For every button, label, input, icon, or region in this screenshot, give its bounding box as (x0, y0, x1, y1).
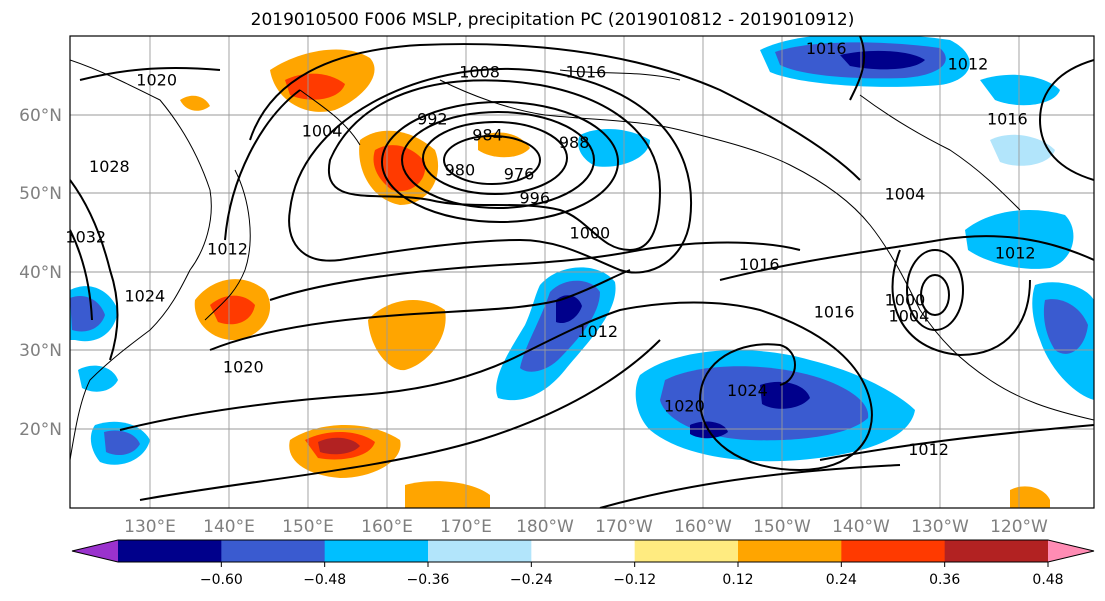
mslp-isobars (70, 36, 1094, 508)
isobar-label: 1012 (948, 55, 989, 74)
isobar-label: 996 (519, 188, 550, 207)
colorbar-tick-label: 0.12 (722, 572, 753, 588)
isobar-label: 1008 (459, 62, 500, 81)
lon-tick-120w: 120°W (990, 517, 1048, 537)
coastlines (70, 59, 1094, 461)
lon-tick-150e: 150°E (282, 517, 334, 537)
lat-tick-60: 60°N (19, 106, 62, 126)
lat-tick-30: 30°N (19, 341, 62, 361)
colorbar-tick-label: −0.36 (407, 572, 450, 588)
isobar-label: 1020 (664, 397, 705, 416)
colorbar-tick-label: −0.60 (200, 572, 243, 588)
lon-tick-150w: 150°W (753, 517, 811, 537)
isobar-label: 984 (472, 125, 503, 144)
colorbar-segment (531, 540, 636, 562)
colorbar-tick-label: 0.36 (929, 572, 960, 588)
lon-tick-170e: 170°E (440, 517, 492, 537)
colorbar-tick-label: 0.48 (1032, 572, 1063, 588)
colorbar-outline (71, 539, 1095, 563)
isobar-label: 1012 (995, 243, 1036, 262)
lon-tick-140w: 140°W (832, 517, 890, 537)
colorbar-segment (324, 540, 429, 562)
isobar-label: 1016 (987, 110, 1028, 129)
isobar-label: 1000 (885, 291, 926, 310)
lon-tick-130w: 130°W (911, 517, 969, 537)
colorbar-tick-label: −0.12 (613, 572, 656, 588)
lon-tick-170w: 170°W (595, 517, 653, 537)
isobar-label: 1016 (566, 62, 607, 81)
isobar-label: 1000 (570, 224, 611, 243)
colorbar-segment (841, 540, 946, 562)
colorbar-segment (221, 540, 326, 562)
isobar-label: 1004 (302, 121, 343, 140)
colorbar-tick-label: −0.48 (303, 572, 346, 588)
lon-ticks: 130°E 140°E 150°E 160°E 170°E 180°W 170°… (124, 517, 1048, 537)
isobar-label: 980 (445, 161, 476, 180)
lon-tick-160w: 160°W (674, 517, 732, 537)
isobar-label: 1016 (739, 255, 780, 274)
lon-tick-180w: 180°W (516, 517, 574, 537)
lat-tick-40: 40°N (19, 263, 62, 283)
colorbar-extend-high (1048, 540, 1094, 562)
map-title: 2019010500 F006 MSLP, precipitation PC (… (250, 10, 855, 30)
colorbar-labels: −0.60 −0.48 −0.36 −0.24 −0.12 0.12 0.24 0.36 0.4… (200, 562, 1064, 588)
lon-tick-160e: 160°E (361, 517, 413, 537)
colorbar-segment (118, 540, 222, 562)
graticule (70, 36, 1094, 508)
colorbar-tick-label: 0.24 (826, 572, 857, 588)
isobar-label: 1004 (889, 306, 930, 325)
isobar-label: 1016 (814, 302, 855, 321)
lon-tick-130e: 130°E (124, 517, 176, 537)
isobar-label: 1012 (908, 440, 949, 459)
colorbar-segment (428, 540, 532, 562)
colorbar (71, 539, 1095, 563)
colorbar-segment (634, 540, 739, 562)
colorbar-extend-low (72, 540, 118, 562)
isobar-label: 1028 (89, 157, 130, 176)
isobar-label: 976 (504, 165, 535, 184)
map-frame (69, 35, 1095, 509)
isobar-label: 1032 (65, 228, 106, 247)
isobar-label: 1012 (207, 239, 248, 258)
isobar-label: 1016 (806, 39, 847, 58)
isobar-label: 1020 (136, 70, 177, 89)
lon-tick-140e: 140°E (203, 517, 255, 537)
isobar-label: 1012 (577, 322, 618, 341)
isobar-label: 1024 (124, 287, 165, 306)
isobar-label: 988 (559, 133, 590, 152)
isobar-label: 1020 (223, 357, 264, 376)
isobar-label: 1004 (885, 184, 926, 203)
isobar-label: 992 (417, 110, 448, 129)
lat-ticks: 60°N 50°N 40°N 30°N 20°N (19, 106, 62, 440)
lat-tick-50: 50°N (19, 184, 62, 204)
colorbar-segment (944, 540, 1049, 562)
isobar-label: 1024 (727, 381, 768, 400)
colorbar-segment (738, 540, 842, 562)
lat-tick-20: 20°N (19, 420, 62, 440)
isobar-labels: 1020 1008 1016 1016 1012 1004 992 984 988 980 976 9… (65, 39, 1036, 459)
colorbar-tick-label: −0.24 (510, 572, 553, 588)
